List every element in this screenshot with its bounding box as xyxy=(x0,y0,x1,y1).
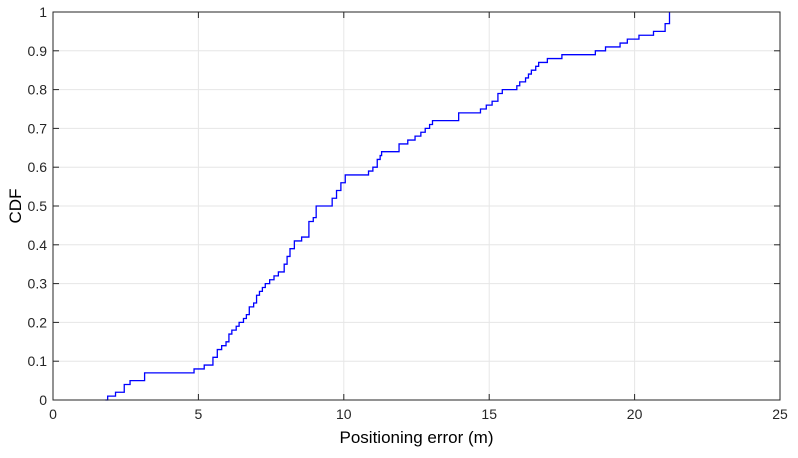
y-tick-label: 0.6 xyxy=(28,159,48,175)
cdf-line xyxy=(105,12,671,401)
y-tick-label: 0.8 xyxy=(28,82,48,98)
y-tick-label: 0.4 xyxy=(28,237,48,253)
x-tick-label: 15 xyxy=(481,406,497,422)
y-axis-ticks: 0 0.1 0.2 0.3 0.4 0.5 0.6 0.7 0.8 0.9 1 xyxy=(28,4,780,408)
y-tick-label: 0.7 xyxy=(28,120,48,136)
y-tick-label: 0.9 xyxy=(28,43,48,59)
x-axis-ticks: 0 5 10 15 20 25 xyxy=(49,12,788,422)
x-tick-label: 20 xyxy=(627,406,643,422)
y-tick-label: 0 xyxy=(39,392,47,408)
x-tick-label: 5 xyxy=(195,406,203,422)
y-tick-label: 1 xyxy=(39,4,47,20)
x-tick-label: 25 xyxy=(772,406,788,422)
series-layer xyxy=(105,12,671,401)
y-tick-label: 0.1 xyxy=(28,353,48,369)
y-axis-title: CDF xyxy=(6,189,25,224)
x-tick-label: 10 xyxy=(336,406,352,422)
x-tick-label: 0 xyxy=(49,406,57,422)
y-tick-label: 0.2 xyxy=(28,314,48,330)
y-tick-label: 0.5 xyxy=(28,198,48,214)
y-tick-label: 0.3 xyxy=(28,276,48,292)
x-axis-title: Positioning error (m) xyxy=(340,428,494,447)
grid-lines xyxy=(53,12,780,400)
